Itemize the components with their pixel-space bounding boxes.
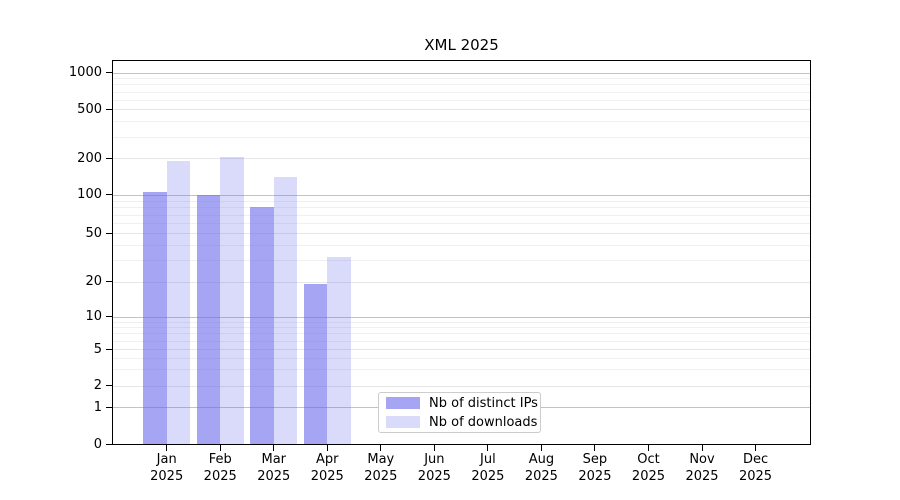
xtick-label-aug: Aug 2025 (524, 452, 558, 484)
xtick-label-nov: Nov 2025 (685, 452, 719, 484)
gridline-minor (113, 207, 810, 209)
legend-swatch-downloads-icon (386, 416, 420, 428)
gridline-minor (113, 200, 810, 202)
ytick-label-1000: 1000 (68, 65, 102, 81)
gridline-minor (113, 121, 810, 123)
xtick-mark-aug (540, 445, 542, 451)
xtick-label-apr: Apr 2025 (310, 452, 344, 484)
gridline-100 (113, 194, 810, 196)
bar-downloads-apr (327, 256, 351, 444)
xtick-mark-dec (755, 445, 757, 451)
ytick-mark-5 (106, 348, 113, 350)
ytick-mark-1 (106, 406, 113, 408)
bar-ips-mar (250, 207, 274, 444)
xtick-mark-oct (647, 445, 649, 451)
xtick-mark-jan (166, 445, 168, 451)
xtick-label-jul: Jul 2025 (471, 452, 505, 484)
xtick-mark-nov (701, 445, 703, 451)
ytick-label-2: 2 (93, 378, 102, 394)
plot-area (112, 60, 811, 445)
ytick-label-500: 500 (77, 101, 102, 117)
legend-row-ips: Nb of distinct IPs (386, 396, 540, 411)
xtick-mark-apr (326, 445, 328, 451)
gridline-minor (113, 333, 810, 335)
gridline-minor (113, 369, 810, 371)
ytick-label-0: 0 (93, 436, 102, 452)
ytick-label-10: 10 (85, 309, 102, 325)
xtick-label-may: May 2025 (364, 452, 398, 484)
xtick-label-jun: Jun 2025 (417, 452, 451, 484)
xtick-mark-sep (594, 445, 596, 451)
xtick-mark-feb (219, 445, 221, 451)
gridline-minor (113, 260, 810, 262)
gridline-50 (113, 233, 810, 235)
gridline-minor (113, 357, 810, 359)
gridline-minor (113, 321, 810, 323)
gridline-minor (113, 99, 810, 101)
xtick-label-sep: Sep 2025 (578, 452, 612, 484)
gridline-minor (113, 245, 810, 247)
legend: Nb of distinct IPs Nb of downloads (378, 392, 541, 433)
xtick-label-dec: Dec 2025 (738, 452, 773, 484)
bar-ips-jan (143, 192, 167, 444)
ytick-mark-1000 (106, 72, 113, 74)
gridline-minor (113, 223, 810, 225)
ytick-label-1: 1 (93, 399, 102, 415)
ytick-mark-100 (106, 194, 113, 196)
ytick-label-200: 200 (77, 150, 102, 166)
bar-downloads-mar (273, 177, 298, 444)
gridline-20 (113, 281, 810, 283)
ytick-mark-2 (106, 385, 113, 387)
ytick-label-20: 20 (85, 274, 102, 290)
xtick-mark-jun (433, 445, 435, 451)
gridline-200 (113, 158, 810, 160)
gridline-minor (113, 340, 810, 342)
xtick-mark-may (380, 445, 382, 451)
gridline-minor (113, 84, 810, 86)
gridline-2 (113, 385, 810, 387)
gridline-minor (113, 136, 810, 138)
xtick-label-oct: Oct 2025 (631, 452, 666, 484)
legend-label-downloads: Nb of downloads (429, 414, 538, 430)
gridline-minor (113, 91, 810, 93)
bar-ips-feb (196, 194, 221, 444)
gridline-5 (113, 349, 810, 350)
xtick-mark-jul (487, 445, 489, 451)
legend-row-downloads: Nb of downloads (386, 415, 540, 430)
gridline-500 (113, 109, 810, 111)
ytick-mark-0 (106, 443, 113, 445)
chart-title: XML 2025 (424, 36, 499, 54)
gridline-10 (113, 316, 810, 318)
gridline-minor (113, 214, 810, 216)
ytick-mark-500 (106, 108, 113, 110)
ytick-mark-10 (106, 316, 113, 318)
ytick-mark-20 (106, 281, 113, 283)
ytick-mark-200 (106, 157, 113, 159)
legend-swatch-ips-icon (386, 397, 420, 409)
ytick-label-5: 5 (93, 341, 102, 357)
ytick-mark-50 (106, 232, 113, 234)
gridline-minor (113, 78, 810, 80)
bar-downloads-jan (166, 160, 191, 444)
ytick-label-100: 100 (77, 187, 102, 203)
legend-label-ips: Nb of distinct IPs (429, 395, 538, 411)
ytick-label-50: 50 (85, 225, 102, 241)
xtick-mark-mar (273, 445, 275, 451)
xtick-label-feb: Feb 2025 (203, 452, 237, 484)
bar-ips-apr (303, 284, 328, 444)
xtick-label-mar: Mar 2025 (257, 452, 291, 484)
gridline-minor (113, 327, 810, 329)
xtick-label-jan: Jan 2025 (150, 452, 184, 484)
bar-downloads-feb (220, 156, 244, 444)
gridline-1000 (113, 72, 810, 74)
